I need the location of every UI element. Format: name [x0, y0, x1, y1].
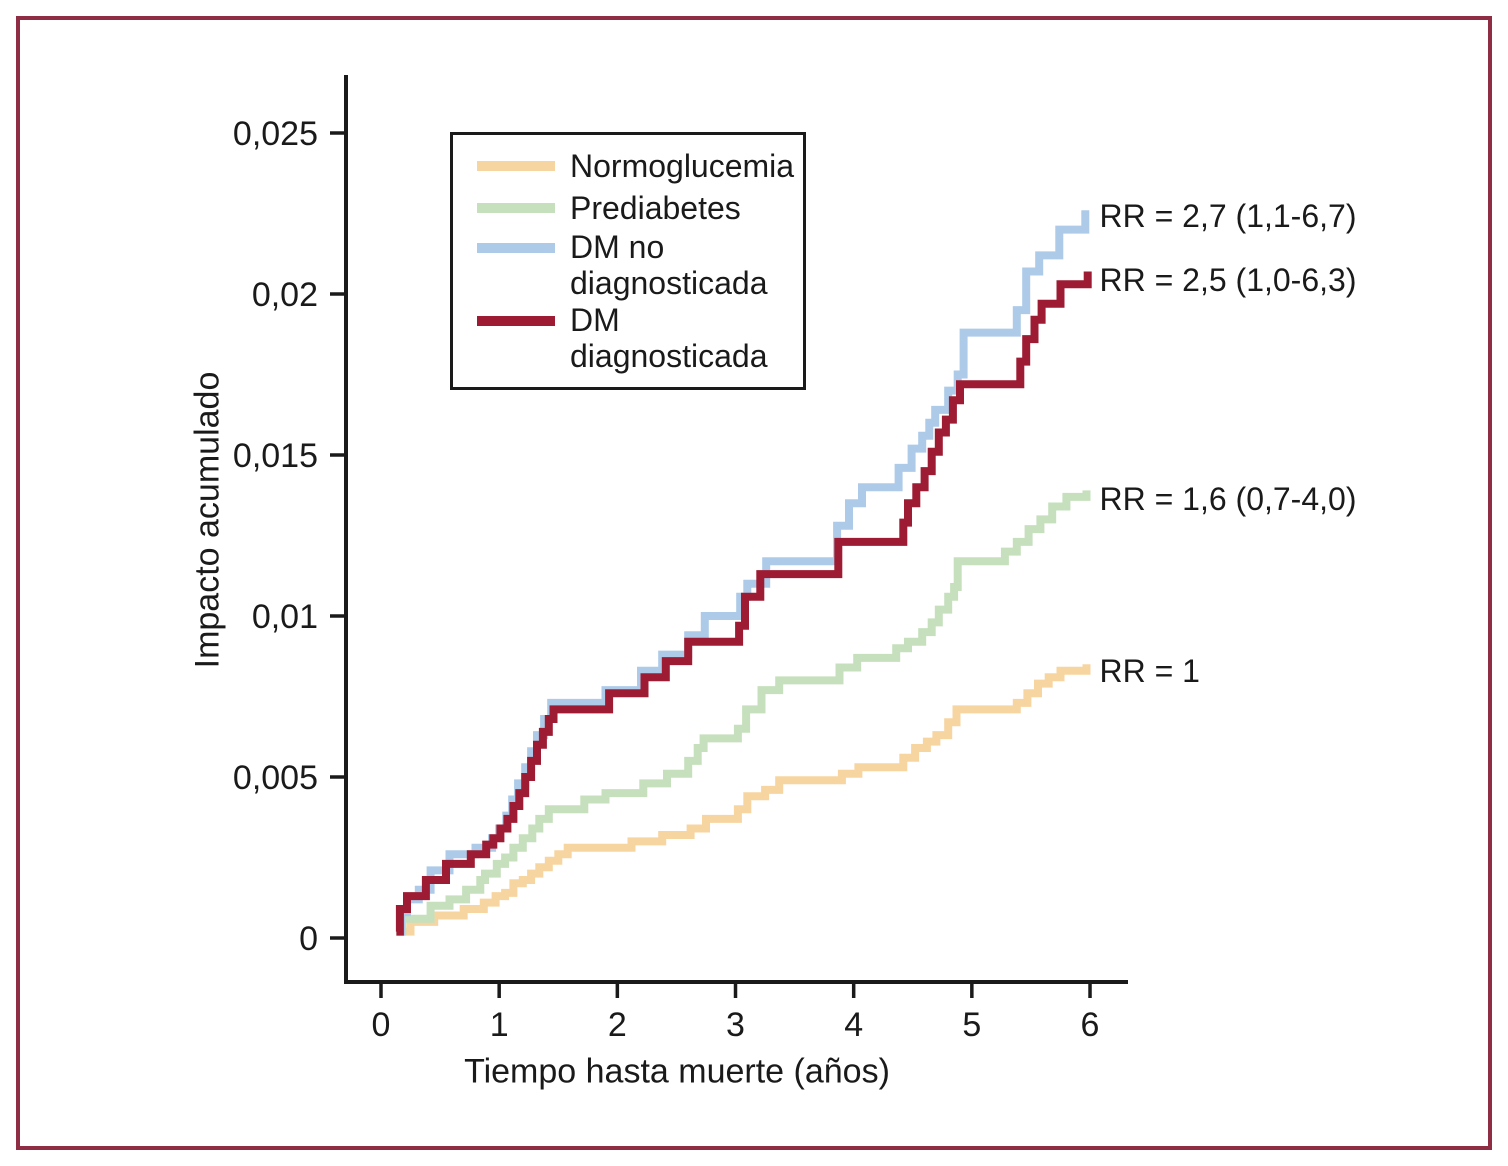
x-tick-label: 1 — [490, 1006, 509, 1044]
legend-label: Prediabetes — [570, 190, 741, 226]
legend-box: Normoglucemia Prediabetes DM no diagnost… — [450, 132, 806, 390]
legend-label-line1: DM no — [570, 229, 665, 265]
x-tick-label: 4 — [844, 1006, 863, 1044]
y-tick-label: 0,02 — [252, 276, 318, 314]
y-tick-label: 0 — [299, 920, 318, 958]
x-tick-label: 0 — [372, 1006, 391, 1044]
y-tick-label: 0,01 — [252, 598, 318, 636]
x-tick-label: 2 — [608, 1006, 627, 1044]
y-tick-label: 0,005 — [233, 759, 318, 797]
legend-label: DM no diagnosticada — [570, 229, 767, 301]
series-line-3 — [395, 271, 1092, 936]
series-line-0 — [396, 664, 1091, 936]
y-tick-label: 0,025 — [233, 115, 318, 153]
legend-item-normoglucemia: Normoglucemia — [477, 145, 803, 187]
legend-label: DM diagnosticada — [570, 302, 767, 374]
legend-label-line1: DM — [570, 302, 620, 338]
legend-item-dm-diagnosticada: DM diagnosticada — [477, 302, 803, 375]
y-tick-label: 0,015 — [233, 437, 318, 475]
legend-label-line2: diagnosticada — [570, 338, 768, 374]
rr-annotation-prediabetes: RR = 1,6 (0,7-4,0) — [1099, 480, 1357, 517]
legend-item-dm-no-diagnosticada: DM no diagnosticada — [477, 229, 803, 302]
prediabetes-line-swatch — [477, 203, 555, 213]
normoglucemia-line-swatch — [477, 161, 555, 171]
rr-annotation-dm-no-diagnosticada: RR = 2,7 (1,1-6,7) — [1099, 197, 1357, 234]
legend-item-prediabetes: Prediabetes — [477, 187, 803, 229]
dm-no-diagnosticada-line-swatch — [477, 243, 555, 253]
x-axis-title: Tiempo hasta muerte (años) — [464, 1052, 890, 1091]
rr-annotation-dm-diagnosticada: RR = 2,5 (1,0-6,3) — [1099, 261, 1357, 298]
y-axis-title: Impacto acumulado — [188, 371, 227, 669]
x-tick-label: 6 — [1081, 1006, 1100, 1044]
dm-diagnosticada-line-swatch — [477, 316, 555, 326]
rr-annotation-normoglucemia: RR = 1 — [1099, 653, 1200, 690]
legend-label: Normoglucemia — [570, 148, 795, 184]
x-tick-label: 5 — [962, 1006, 981, 1044]
x-tick-label: 3 — [726, 1006, 745, 1044]
legend-label-line2: diagnosticada — [570, 265, 768, 301]
series-line-1 — [396, 490, 1091, 936]
